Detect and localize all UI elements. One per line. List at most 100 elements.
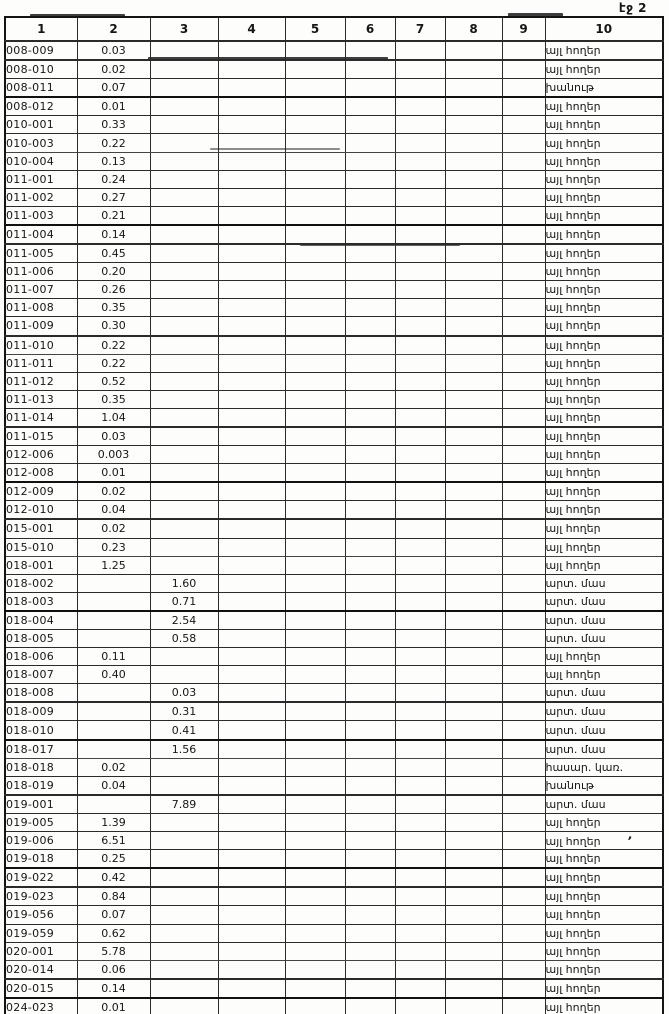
cell-area-col2: 0.06 <box>76 959 151 980</box>
column-header: 3 <box>149 16 219 42</box>
cell-empty <box>284 205 346 226</box>
cell-empty <box>394 187 446 207</box>
cell-empty <box>344 115 396 135</box>
cell-area-col2: 6.51 <box>76 831 151 851</box>
pen-tick-mark: ʼ <box>625 833 633 848</box>
cell-empty <box>394 316 446 337</box>
cell-area-col3 <box>149 335 219 355</box>
cell-parcel-code: 018-010 <box>4 720 78 741</box>
cell-empty <box>444 665 503 685</box>
cell-empty <box>394 610 446 630</box>
cell-empty <box>284 978 346 999</box>
table-row: 011-011 0.22 այլ հողեր <box>4 353 664 373</box>
cell-empty <box>394 849 446 870</box>
cell-land-use: այլ հողեր <box>544 40 664 62</box>
cell-empty <box>217 647 286 667</box>
cell-empty <box>284 389 346 409</box>
table-row: 008-011 0.07 խանութ <box>4 78 664 99</box>
table-row: 011-012 0.52 այլ հողեր <box>4 371 664 391</box>
cell-empty <box>217 133 286 153</box>
cell-area-col3 <box>149 831 219 851</box>
cell-land-use: այլ հողեր ʼ <box>544 831 664 851</box>
cell-empty <box>444 445 503 465</box>
cell-empty <box>394 905 446 925</box>
cell-empty <box>501 628 546 649</box>
cell-area-col3 <box>149 555 219 575</box>
cell-empty <box>284 757 346 777</box>
cell-empty <box>344 812 396 833</box>
cell-area-col2: 1.04 <box>76 407 151 428</box>
cell-land-use: արտ. մաս <box>544 573 664 593</box>
cell-area-col2: 0.42 <box>76 867 151 889</box>
cell-area-col2: 0.01 <box>76 96 151 117</box>
cell-empty <box>284 407 346 428</box>
cell-empty <box>444 628 503 649</box>
cell-empty <box>284 591 346 612</box>
cell-parcel-code: 018-007 <box>4 665 78 685</box>
cell-land-use: այլ հողեր <box>544 997 664 1014</box>
cell-empty <box>217 978 286 999</box>
cell-empty <box>501 243 546 264</box>
cell-area-col2 <box>76 573 151 593</box>
cell-empty <box>217 481 286 502</box>
cell-area-col3 <box>149 757 219 777</box>
cell-empty <box>217 243 286 264</box>
cell-empty <box>444 923 503 943</box>
cell-empty <box>501 905 546 925</box>
cell-empty <box>284 445 346 465</box>
table-row: 011-006 0.20 այլ հողեր <box>4 262 664 282</box>
cell-parcel-code: 011-012 <box>4 371 78 391</box>
cell-empty <box>217 849 286 870</box>
cell-empty <box>501 481 546 502</box>
cell-empty <box>444 610 503 630</box>
cell-parcel-code: 011-003 <box>4 205 78 226</box>
cell-area-col2: 0.23 <box>76 537 151 557</box>
cell-empty <box>444 518 503 539</box>
cell-empty <box>394 426 446 447</box>
cell-empty <box>444 78 503 99</box>
cell-land-use: արտ. մաս <box>544 610 664 630</box>
cell-land-use: այլ հողեր <box>544 224 664 246</box>
cell-empty <box>394 407 446 428</box>
cell-parcel-code: 018-018 <box>4 757 78 777</box>
cell-area-col2: 0.22 <box>76 353 151 373</box>
cell-empty <box>217 775 286 796</box>
cell-empty <box>501 997 546 1014</box>
cell-empty <box>501 371 546 391</box>
cell-empty <box>501 720 546 741</box>
cell-parcel-code: 011-008 <box>4 298 78 318</box>
cell-empty <box>344 500 396 521</box>
cell-area-col3 <box>149 187 219 207</box>
cell-empty <box>394 371 446 391</box>
cell-parcel-code: 008-010 <box>4 59 78 80</box>
cell-empty <box>217 537 286 557</box>
cell-parcel-code: 012-010 <box>4 500 78 521</box>
cell-empty <box>344 224 396 246</box>
cell-area-col2: 0.02 <box>76 757 151 777</box>
cell-empty <box>394 59 446 80</box>
table-row: 018-018 0.02 հասար. կառ. <box>4 757 664 777</box>
cell-empty <box>217 115 286 135</box>
cell-area-col3 <box>149 78 219 99</box>
cell-area-col2: 0.22 <box>76 133 151 153</box>
cell-area-col2: 1.39 <box>76 812 151 833</box>
column-header: 6 <box>344 16 396 42</box>
cell-empty <box>344 555 396 575</box>
cell-area-col2: 0.24 <box>76 169 151 189</box>
cell-area-col2: 0.62 <box>76 923 151 943</box>
cell-empty <box>344 886 396 907</box>
cell-empty <box>284 187 346 207</box>
cell-empty <box>344 647 396 667</box>
cell-land-use: այլ հողեր <box>544 133 664 153</box>
cell-area-col2: 0.40 <box>76 665 151 685</box>
cell-area-col2 <box>76 701 151 722</box>
cell-area-col3 <box>149 262 219 282</box>
cell-empty <box>444 867 503 889</box>
table-row: 018-017 1.56 արտ. մաս <box>4 739 664 759</box>
cell-empty <box>344 187 396 207</box>
cell-empty <box>444 757 503 777</box>
cell-parcel-code: 018-004 <box>4 610 78 630</box>
cell-empty <box>217 298 286 318</box>
cell-empty <box>344 794 396 814</box>
